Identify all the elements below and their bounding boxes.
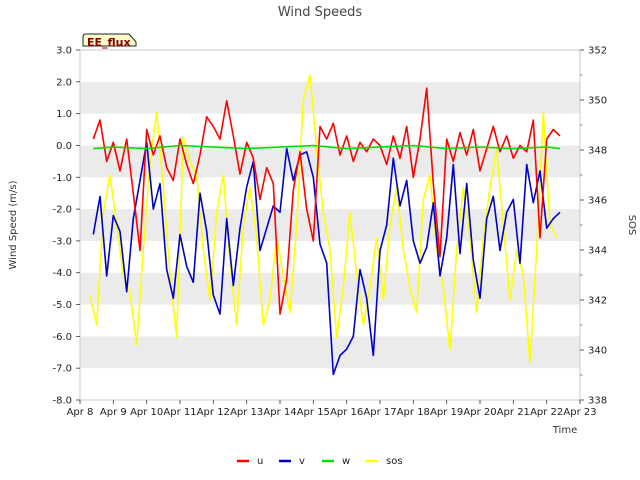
legend: u v w sos [237,456,403,467]
background-band [80,336,580,369]
y-tick-label: -8.0 [52,396,72,407]
y2-tick-label: 350 [588,96,607,107]
y-tick-label: -4.0 [52,268,72,279]
background-band [80,81,580,114]
y-axis-title: Wind Speed (m/s) [8,180,19,269]
y-tick-label: 2.0 [56,77,72,88]
y-tick-label: -6.0 [52,332,72,343]
series-u-line [92,87,561,315]
background-band [80,50,580,82]
x-axis: Apr 8 Apr 9 Apr 10 Apr 11 Apr 12 Apr 13 Apr 14… [67,400,597,418]
y2-tick-label: 344 [588,246,607,257]
y-tick-label: 3.0 [56,46,72,57]
x-tick-label: Apr 19 [430,407,463,418]
y2-tick-label: 346 [588,196,607,207]
x-tick-label: Apr 12 [197,407,230,418]
x-tick-label: Apr 11 [163,407,196,418]
legend-label-v: v [299,456,305,467]
x-tick-label: Apr 10 [130,407,163,418]
legend-label-w: w [342,456,350,467]
legend-label-u: u [257,456,263,467]
x-tick-label: Apr 17 [363,407,396,418]
site-badge: EE_flux [82,33,137,49]
x-tick-label: Apr 23 [563,407,596,418]
y-tick-label: -7.0 [52,364,72,375]
x-tick-label: Apr 21 [497,407,530,418]
series-w-line [93,144,561,150]
y2-tick-label: 338 [588,396,607,407]
x-tick-label: Apr 15 [297,407,330,418]
x-tick-label: Apr 9 [100,407,127,418]
x-axis-title: Time [552,425,577,436]
x-tick-label: Apr 16 [330,407,363,418]
background-band [80,272,580,305]
y2-tick-label: 348 [588,146,607,157]
y-tick-label: -2.0 [52,205,72,216]
legend-label-sos: sos [386,456,403,467]
y-tick-label: 0.0 [56,141,72,152]
y2-axis-title: SOS [626,215,637,236]
x-tick-label: Apr 8 [67,407,94,418]
y2-tick-label: 352 [588,46,607,57]
x-tick-label: Apr 22 [530,407,563,418]
y-tick-label: -3.0 [52,236,72,247]
x-tick-label: Apr 20 [463,407,496,418]
x-tick-label: Apr 13 [230,407,263,418]
series-v-line [92,141,561,376]
series-layer [89,74,561,376]
y-axis-left: -8.0 -7.0 -6.0 -5.0 -4.0 -3.0 -2.0 -1.0 0.0 1.0 2.… [52,46,80,407]
y2-tick-label: 342 [588,296,607,307]
y-tick-label: -5.0 [52,300,72,311]
y2-tick-label: 340 [588,346,607,357]
y-axis-right: 338 340 342 344 346 348 350 352 [580,46,607,407]
chart-title: Wind Speeds [278,5,363,20]
x-tick-label: Apr 18 [397,407,430,418]
badge-shape [82,33,137,47]
x-tick-label: Apr 14 [263,407,296,418]
y-tick-label: -1.0 [52,173,72,184]
y-tick-label: 1.0 [56,109,72,120]
background-band [80,368,580,400]
badge-label: EE_flux [87,36,131,49]
